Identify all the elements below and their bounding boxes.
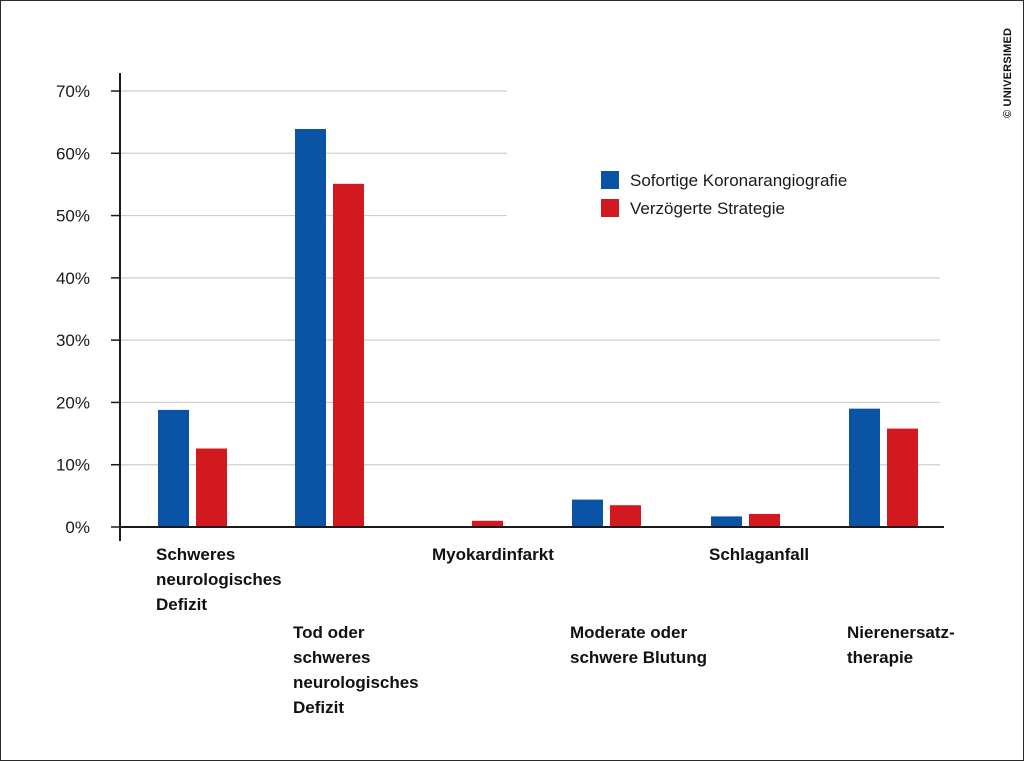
y-tick-labels: 0% 10% 20% 30% 40% 50% 60% 70% bbox=[56, 82, 90, 537]
bar-verzoegerte-1 bbox=[333, 183, 364, 527]
y-tick-label: 0% bbox=[65, 518, 90, 537]
bar-verzoegerte-2 bbox=[472, 520, 503, 527]
category-label: Tod oder schweres neurologisches Defizit bbox=[293, 623, 419, 717]
bar-verzoegerte-0 bbox=[196, 448, 227, 527]
axes bbox=[119, 73, 944, 541]
category-label: Schweres neurologisches Defizit bbox=[156, 545, 282, 614]
y-tick-label: 20% bbox=[56, 393, 90, 412]
bar-verzoegerte-4 bbox=[749, 513, 780, 527]
bar-sofortige-3 bbox=[572, 499, 603, 527]
bar-verzoegerte-3 bbox=[610, 505, 641, 527]
category-label: Myokardinfarkt bbox=[432, 545, 554, 564]
category-label: Schlaganfall bbox=[709, 545, 809, 564]
legend-label: Verzögerte Strategie bbox=[630, 199, 785, 218]
y-tick-label: 40% bbox=[56, 269, 90, 288]
bar-verzoegerte-5 bbox=[887, 428, 918, 527]
y-tick-label: 60% bbox=[56, 144, 90, 163]
legend: Sofortige Koronarangiografie Verzögerte S… bbox=[601, 171, 847, 218]
y-tick-label: 10% bbox=[56, 456, 90, 475]
legend-swatch bbox=[601, 199, 619, 217]
gridlines bbox=[111, 90, 940, 528]
bar-sofortige-4 bbox=[711, 516, 742, 527]
bar-sofortige-1 bbox=[295, 128, 326, 527]
bar-sofortige-5 bbox=[849, 408, 880, 527]
bars bbox=[158, 128, 918, 527]
bar-sofortige-0 bbox=[158, 409, 189, 527]
legend-label: Sofortige Koronarangiografie bbox=[630, 171, 847, 190]
category-label: Moderate oder schwere Blutung bbox=[570, 623, 707, 667]
copyright-notice: © UNIVERSIMED bbox=[1002, 27, 1014, 118]
y-tick-label: 30% bbox=[56, 331, 90, 350]
category-label: Nierenersatz-therapie bbox=[847, 623, 955, 667]
y-tick-label: 50% bbox=[56, 207, 90, 226]
legend-swatch bbox=[601, 171, 619, 189]
y-tick-label: 70% bbox=[56, 82, 90, 101]
